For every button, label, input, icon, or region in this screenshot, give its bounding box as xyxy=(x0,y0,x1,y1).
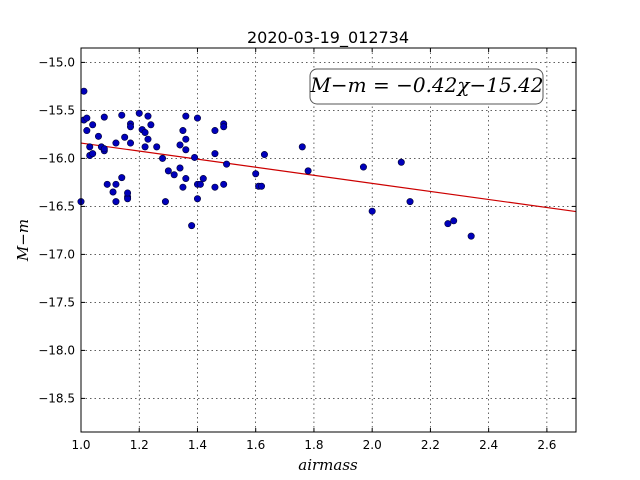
data-point xyxy=(127,139,135,147)
data-point xyxy=(94,132,102,140)
x-tick-label: 2.6 xyxy=(537,438,556,452)
data-point xyxy=(220,123,228,131)
data-point xyxy=(112,198,120,206)
data-point xyxy=(298,143,306,151)
data-point xyxy=(127,123,135,131)
data-point xyxy=(153,143,161,151)
data-point xyxy=(89,150,97,158)
data-point xyxy=(161,198,169,206)
data-point xyxy=(83,127,91,135)
x-axis-label: airmass xyxy=(298,456,358,474)
annotation-box xyxy=(309,68,544,105)
data-point xyxy=(182,112,190,120)
data-point xyxy=(176,141,184,149)
data-point xyxy=(103,180,111,188)
data-point xyxy=(196,180,204,188)
data-point xyxy=(193,114,201,122)
fit-line-layer xyxy=(80,142,577,213)
data-point xyxy=(182,146,190,154)
y-tick-label: −16.5 xyxy=(38,199,75,213)
data-point xyxy=(144,135,152,143)
data-point xyxy=(211,150,219,158)
fit-equation: M−m = −0.42χ−15.42 xyxy=(309,73,543,97)
data-point xyxy=(141,128,149,136)
x-tick-label: 2.4 xyxy=(479,438,498,452)
y-tick-label: −18.5 xyxy=(38,391,75,405)
data-point xyxy=(179,183,187,191)
data-point xyxy=(211,127,219,135)
data-point xyxy=(100,113,108,121)
data-point xyxy=(359,163,367,171)
x-tick-label: 1.2 xyxy=(130,438,149,452)
data-point xyxy=(397,158,405,166)
data-point xyxy=(368,207,376,215)
data-point xyxy=(223,160,231,168)
data-point xyxy=(182,175,190,183)
y-tick-label: −16.0 xyxy=(38,151,75,165)
data-point xyxy=(467,232,475,240)
data-point xyxy=(193,195,201,203)
data-point xyxy=(147,121,155,129)
data-point xyxy=(124,189,132,197)
y-tick-label: −18.0 xyxy=(38,343,75,357)
data-point xyxy=(199,175,207,183)
data-point xyxy=(211,183,219,191)
data-point xyxy=(124,195,132,203)
data-point xyxy=(118,111,126,119)
x-tick-label: 1.4 xyxy=(188,438,207,452)
data-point xyxy=(80,87,88,95)
fit-line xyxy=(80,142,577,213)
plot-background xyxy=(81,48,576,432)
data-point xyxy=(191,153,199,161)
data-point xyxy=(141,143,149,151)
data-point xyxy=(252,170,260,178)
data-point xyxy=(182,135,190,143)
data-point xyxy=(100,145,108,153)
data-point xyxy=(83,114,91,122)
x-tick-label: 1.0 xyxy=(71,438,90,452)
data-point xyxy=(164,167,172,175)
data-point xyxy=(450,217,458,225)
y-tick-label: −17.5 xyxy=(38,295,75,309)
x-tick-label: 1.8 xyxy=(304,438,323,452)
data-point xyxy=(89,121,97,129)
data-point xyxy=(112,139,120,147)
data-point xyxy=(406,198,414,206)
axis-ticks: 1.0 1.2 1.4 1.6 1.8 2.0 2.2 2.4 2.6 −15.0 −15.5 −16… xyxy=(38,48,576,452)
grid-lines xyxy=(80,48,576,432)
data-point xyxy=(144,112,152,120)
data-point xyxy=(109,188,117,196)
data-point xyxy=(112,180,120,188)
x-tick-label: 2.2 xyxy=(421,438,440,452)
data-point xyxy=(220,180,228,188)
data-point xyxy=(260,151,268,159)
data-points xyxy=(77,87,475,240)
data-point xyxy=(444,220,452,228)
data-point xyxy=(304,167,312,175)
y-tick-label: −17.0 xyxy=(38,247,75,261)
x-tick-label: 2.0 xyxy=(363,438,382,452)
data-point xyxy=(188,222,196,230)
data-point xyxy=(176,164,184,172)
data-point xyxy=(159,154,167,162)
y-tick-label: −15.0 xyxy=(38,55,75,69)
data-point xyxy=(170,171,178,179)
data-point xyxy=(121,133,129,141)
data-point xyxy=(179,127,187,135)
data-point xyxy=(86,143,94,151)
chart-title: 2020-03-19_012734 xyxy=(247,28,409,48)
data-point xyxy=(118,174,126,182)
y-axis-label: M−m xyxy=(14,219,32,262)
data-point xyxy=(135,109,143,117)
y-tick-label: −15.5 xyxy=(38,103,75,117)
plot-frame xyxy=(80,47,577,433)
x-tick-label: 1.6 xyxy=(246,438,265,452)
data-point xyxy=(258,182,266,190)
